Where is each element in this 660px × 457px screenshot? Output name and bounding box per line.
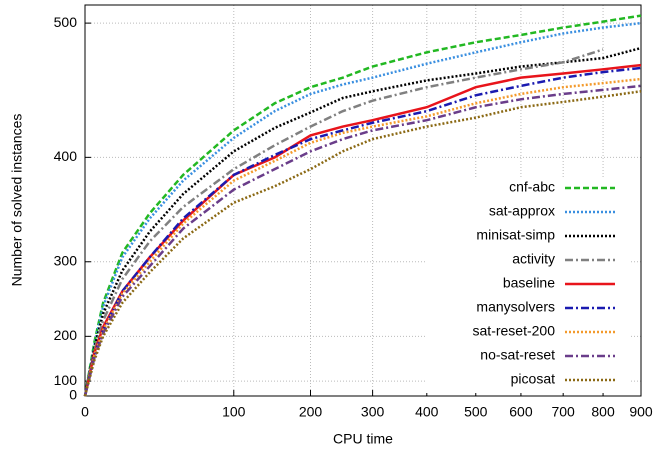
legend-label: cnf-abc <box>509 179 555 195</box>
legend-label: activity <box>512 251 555 267</box>
legend-label: minisat-simp <box>476 227 555 243</box>
line-series <box>83 21 642 397</box>
y-axis-label: Number of solved instances <box>9 114 25 287</box>
y-tick-label: 300 <box>54 252 78 268</box>
legend-label: sat-approx <box>489 203 555 219</box>
line-series <box>83 14 642 397</box>
y-tick-label: 200 <box>54 327 78 343</box>
x-tick-label: 700 <box>551 404 575 420</box>
legend-background <box>425 297 630 321</box>
legend-label: picosat <box>511 371 555 387</box>
legend-label: no-sat-reset <box>480 347 555 363</box>
x-tick-label: 400 <box>415 404 439 420</box>
x-tick-label: 0 <box>81 404 89 420</box>
line-series <box>83 46 642 397</box>
legend-background <box>425 225 630 249</box>
legend-background <box>425 321 630 345</box>
x-tick-label: 300 <box>361 404 385 420</box>
line-series <box>83 48 604 397</box>
x-axis-label: CPU time <box>333 431 393 447</box>
legend-label: sat-reset-200 <box>473 323 556 339</box>
plot-frame <box>84 4 642 397</box>
x-tick-label: 200 <box>299 404 323 420</box>
line-series <box>83 90 642 397</box>
x-tick-label: 900 <box>629 404 653 420</box>
x-tick-label: 500 <box>464 404 488 420</box>
legend-background <box>425 201 630 225</box>
line-series <box>83 84 642 397</box>
x-tick-label: 100 <box>222 404 246 420</box>
legend-background <box>425 249 630 273</box>
y-tick-label: 100 <box>54 372 78 388</box>
legend-label: baseline <box>503 275 555 291</box>
legend-background <box>425 369 630 393</box>
legend-background <box>425 345 630 369</box>
x-tick-label: 800 <box>591 404 615 420</box>
legend-label: manysolvers <box>476 299 555 315</box>
x-tick-label: 600 <box>509 404 533 420</box>
y-tick-label: 500 <box>54 14 78 30</box>
line-series <box>83 77 642 397</box>
y-tick-label: 0 <box>69 387 77 403</box>
y-tick-label: 400 <box>54 148 78 164</box>
